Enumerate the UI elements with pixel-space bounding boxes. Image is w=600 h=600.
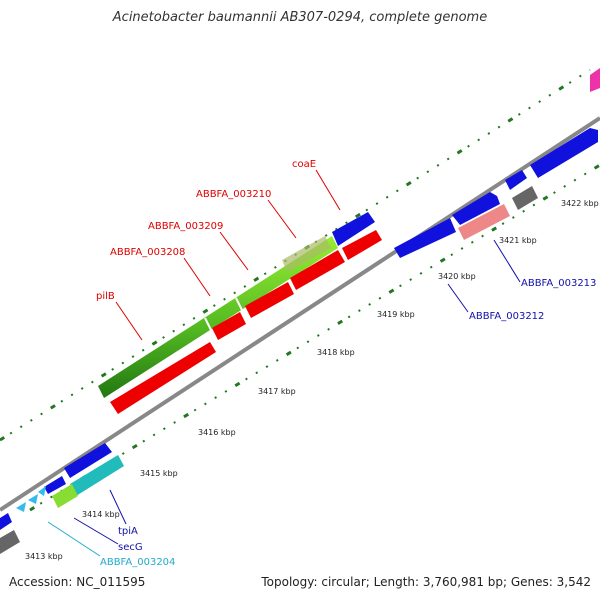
tick-label-3420: 3420 kbp bbox=[438, 272, 476, 281]
callout-pilB bbox=[115, 301, 143, 341]
label-b3204[interactable]: ABBFA_003204 bbox=[100, 557, 175, 568]
callout-b3209 bbox=[219, 231, 249, 271]
tick-label-3418: 3418 kbp bbox=[317, 348, 355, 357]
cds-forward-3[interactable] bbox=[452, 192, 500, 225]
cds-b3213-pink[interactable] bbox=[458, 204, 510, 240]
callout-b3212 bbox=[447, 283, 469, 313]
genome-backbone bbox=[0, 116, 600, 512]
tick-label-3415: 3415 kbp bbox=[140, 469, 178, 478]
label-secG[interactable]: secG bbox=[118, 542, 143, 553]
callout-b3208 bbox=[183, 257, 211, 297]
pilB-green[interactable] bbox=[98, 236, 338, 398]
callout-coaE bbox=[315, 169, 341, 211]
label-pilB[interactable]: pilB bbox=[96, 291, 115, 302]
cds-forward-tpiA-blue[interactable] bbox=[64, 443, 112, 478]
cds-cyan-arrow-1[interactable] bbox=[16, 502, 26, 512]
tick-label-3416: 3416 kbp bbox=[198, 428, 236, 437]
tick-label-3421: 3421 kbp bbox=[499, 236, 537, 245]
callout-b3210 bbox=[267, 199, 297, 239]
cds-b3208-red[interactable] bbox=[212, 312, 246, 340]
cds-coaE-red[interactable] bbox=[342, 230, 382, 260]
callout-b3213 bbox=[493, 239, 521, 283]
label-b3208[interactable]: ABBFA_003208 bbox=[110, 247, 185, 258]
cds-cyan-arrow-3[interactable] bbox=[38, 486, 46, 496]
map-title: Acinetobacter baumannii AB307-0294, comp… bbox=[112, 10, 488, 25]
cds-cyan-arrow-2[interactable] bbox=[28, 494, 38, 504]
callout-b3204 bbox=[47, 521, 101, 557]
cds-forward-edge[interactable] bbox=[0, 513, 12, 530]
cds-secG-green[interactable] bbox=[52, 484, 78, 508]
label-b3209[interactable]: ABBFA_003209 bbox=[148, 221, 223, 232]
tick-label-3422: 3422 kbp bbox=[561, 199, 599, 208]
green-separator-2 bbox=[235, 297, 243, 311]
cds-b3210-red[interactable] bbox=[290, 250, 345, 290]
cds-grey-left[interactable] bbox=[0, 530, 20, 554]
label-tpiA[interactable]: tpiA bbox=[118, 526, 138, 537]
cds-pilB-red[interactable] bbox=[110, 342, 216, 414]
genome-summary: Topology: circular; Length: 3,760,981 bp… bbox=[261, 575, 591, 589]
cds-b3204-cyan[interactable] bbox=[70, 455, 124, 496]
tick-label-3417: 3417 kbp bbox=[258, 387, 296, 396]
label-b3212[interactable]: ABBFA_003212 bbox=[469, 311, 544, 322]
accession-text: Accession: NC_011595 bbox=[9, 575, 146, 589]
green-separator-1 bbox=[204, 317, 212, 331]
cds-coaE[interactable] bbox=[332, 212, 375, 246]
cds-forward-4[interactable] bbox=[394, 218, 456, 258]
cds-grey[interactable] bbox=[512, 186, 538, 210]
label-b3210[interactable]: ABBFA_003210 bbox=[196, 189, 271, 200]
cds-forward-small[interactable] bbox=[44, 476, 66, 494]
callout-tpiA bbox=[109, 489, 127, 525]
highlight-gold bbox=[282, 236, 331, 272]
cds-forward-2[interactable] bbox=[505, 170, 527, 190]
tick-label-3419: 3419 kbp bbox=[377, 310, 415, 319]
label-coaE[interactable]: coaE bbox=[292, 159, 316, 170]
cds-b3209-red[interactable] bbox=[245, 282, 294, 318]
label-b3213[interactable]: ABBFA_003213 bbox=[521, 278, 596, 289]
magenta-feature[interactable] bbox=[590, 68, 600, 92]
callout-secG bbox=[73, 517, 119, 545]
cds-forward-1[interactable] bbox=[530, 128, 598, 178]
tick-label-3413: 3413 kbp bbox=[25, 552, 63, 561]
tick-label-3414: 3414 kbp bbox=[82, 510, 120, 519]
